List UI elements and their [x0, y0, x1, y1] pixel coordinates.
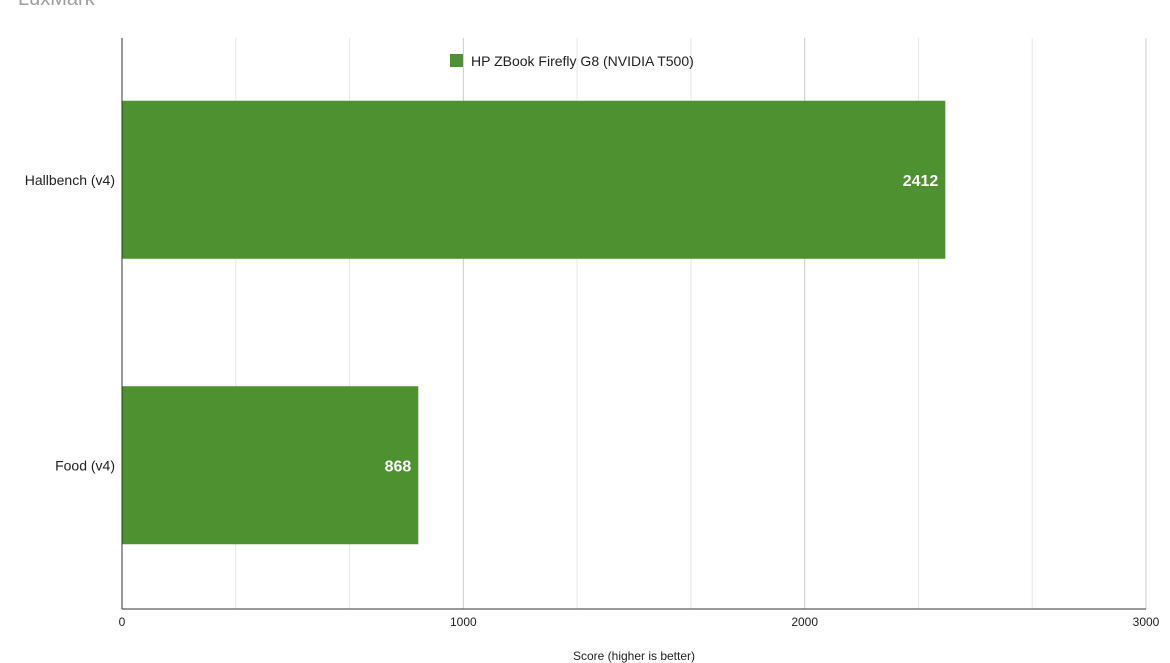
bars — [122, 100, 946, 545]
x-axis-title: Score (higher is better) — [573, 649, 695, 663]
x-tick-label: 2000 — [791, 615, 818, 629]
category-label: Food (v4) — [55, 457, 115, 473]
legend-swatch — [450, 54, 463, 67]
x-tick-label: 0 — [119, 615, 126, 629]
bar — [122, 386, 419, 545]
chart-title: LuxMark — [18, 0, 95, 11]
bar — [122, 100, 946, 259]
category-label: Hallbench (v4) — [25, 172, 115, 188]
legend: HP ZBook Firefly G8 (NVIDIA T500) — [450, 53, 694, 69]
labels: 0 1000 2000 3000 2412 Hallbench (v4) 868 Food (… — [25, 172, 1160, 629]
bar-value-label: 868 — [385, 458, 412, 475]
x-tick-label: 3000 — [1133, 615, 1160, 629]
legend-label: HP ZBook Firefly G8 (NVIDIA T500) — [471, 53, 694, 69]
bar-value-label: 2412 — [903, 173, 939, 190]
x-tick-label: 1000 — [450, 615, 477, 629]
axes — [121, 38, 1146, 610]
